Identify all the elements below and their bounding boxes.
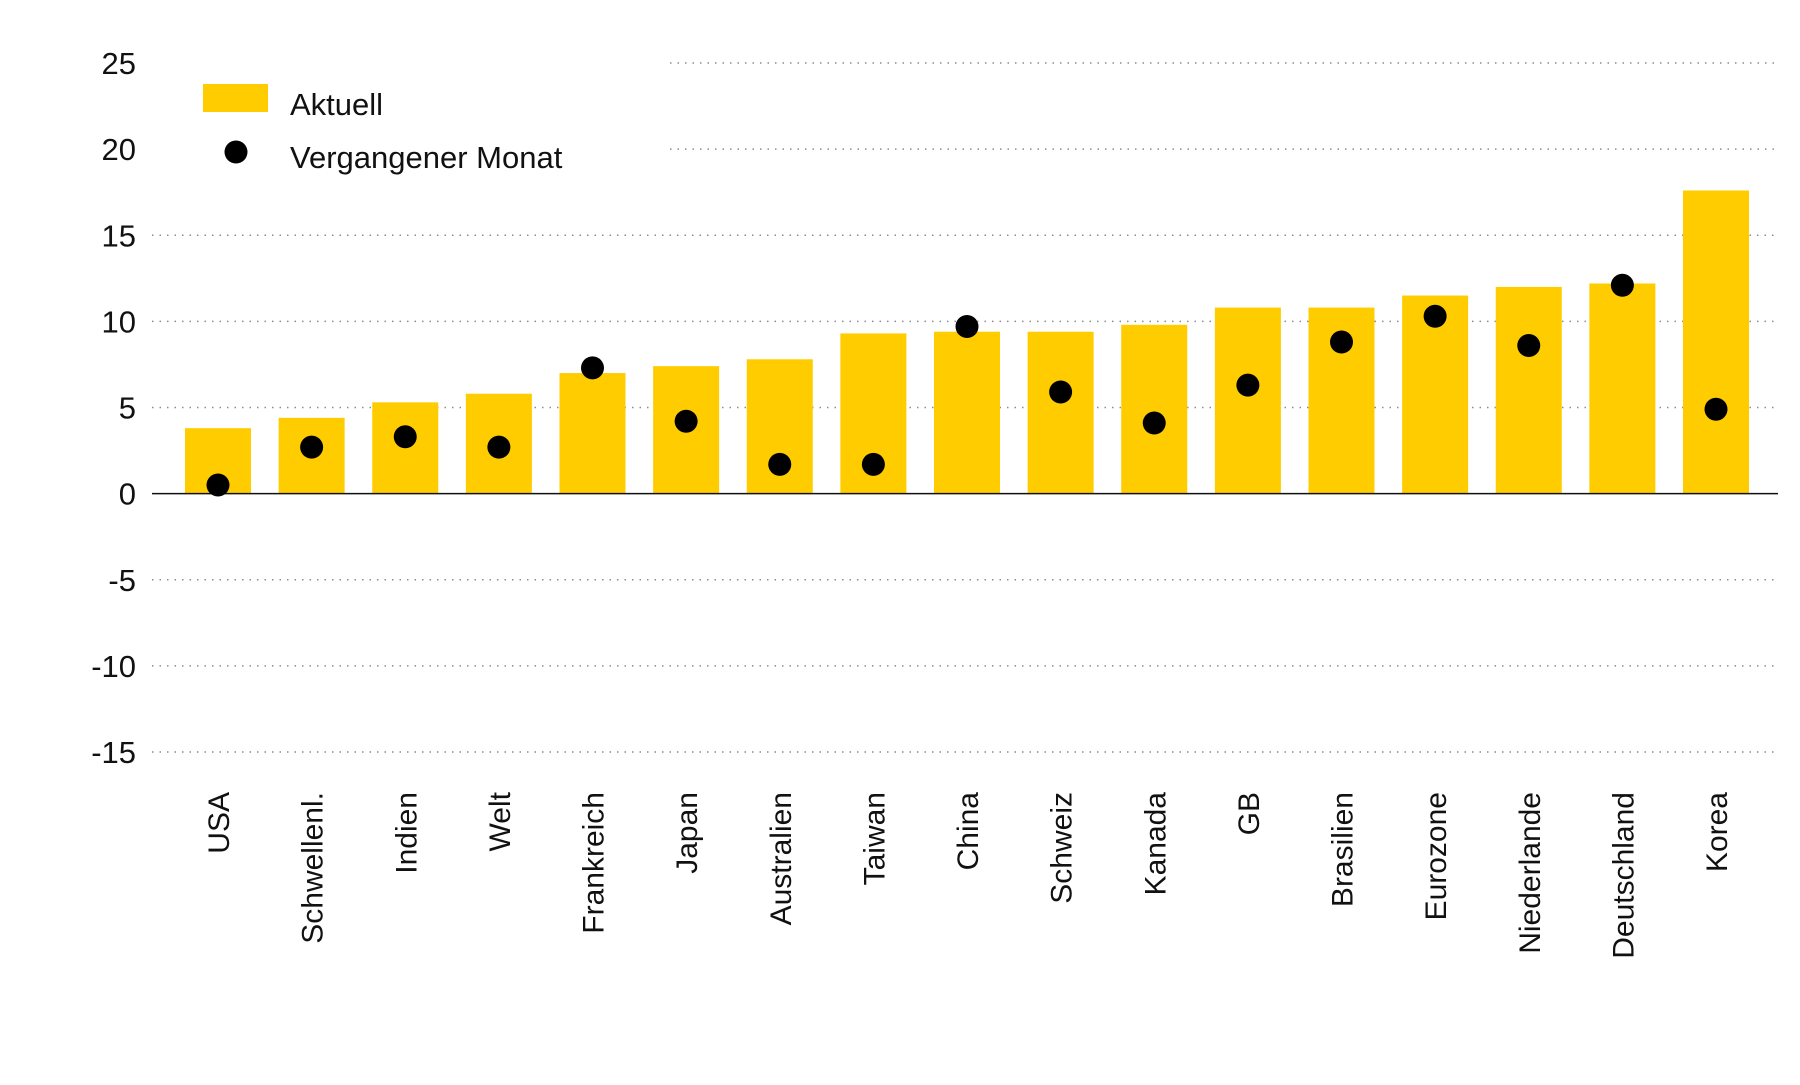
bar-schweiz <box>1027 331 1094 494</box>
bar-eurozone <box>1402 295 1469 494</box>
category-label: China <box>952 792 985 871</box>
dot-korea <box>1704 397 1728 421</box>
dot-japan <box>674 409 698 433</box>
bar-kanada <box>1121 324 1188 494</box>
dot-welt <box>487 435 511 459</box>
legend-swatch-aktuell <box>203 84 268 112</box>
category-label: Schweiz <box>1046 792 1079 904</box>
category-label: Brasilien <box>1327 792 1360 907</box>
bar-niederlande <box>1495 286 1562 494</box>
y-tick-label: 0 <box>119 477 136 512</box>
dot-brasilien <box>1330 330 1353 354</box>
y-tick-label: 10 <box>102 304 136 339</box>
category-label: Frankreich <box>578 792 611 934</box>
dot-schwellenl <box>300 435 324 459</box>
bar-china <box>934 331 1000 494</box>
category-label: Japan <box>671 792 704 874</box>
dot-taiwan <box>861 452 885 476</box>
y-tick-label: -15 <box>91 735 136 770</box>
legend-label-aktuell: Aktuell <box>290 87 383 122</box>
dot-deutschland <box>1610 273 1634 297</box>
category-label: Australien <box>765 792 798 925</box>
category-label: Korea <box>1701 792 1734 872</box>
category-label: USA <box>203 792 236 854</box>
category-label: Eurozone <box>1420 792 1453 920</box>
category-label: GB <box>1233 792 1266 835</box>
dot-china <box>955 315 979 339</box>
dot-niederlande <box>1517 333 1541 357</box>
dot-australien <box>768 452 792 476</box>
bar-gb <box>1214 307 1281 494</box>
category-label: Niederlande <box>1514 792 1547 954</box>
category-label: Welt <box>484 791 517 851</box>
category-label: Taiwan <box>858 792 891 885</box>
y-axis-tick-labels: 25 20 15 10 5 0 -5 -10 -15 <box>91 46 136 770</box>
y-tick-label: -5 <box>108 563 136 598</box>
x-axis-category-labels: USA Schwellenl. Indien Welt Frankreich Japan A… <box>203 791 1734 958</box>
category-label: Deutschland <box>1607 792 1640 959</box>
dot-kanada <box>1142 411 1166 435</box>
y-tick-label: 5 <box>119 391 136 426</box>
legend-swatch-vergangener-monat <box>224 140 248 164</box>
y-tick-label: 25 <box>102 46 136 81</box>
dot-frankreich <box>581 356 604 380</box>
bar-korea <box>1683 190 1749 494</box>
legend: Aktuell Vergangener Monat <box>203 84 563 175</box>
dot-indien <box>393 425 417 449</box>
y-tick-label: -10 <box>91 649 136 684</box>
y-tick-label: 15 <box>102 218 136 253</box>
dot-gb <box>1236 373 1260 397</box>
bar-frankreich <box>559 373 626 494</box>
bars-aktuell <box>185 190 1749 494</box>
dot-schweiz <box>1049 380 1073 404</box>
y-tick-label: 20 <box>102 132 136 167</box>
category-label: Schwellenl. <box>297 792 330 944</box>
legend-label-vergangener-monat: Vergangener Monat <box>290 140 563 175</box>
dot-usa <box>206 473 230 497</box>
category-label: Kanada <box>1139 792 1172 896</box>
dot-eurozone <box>1423 304 1447 328</box>
bar-deutschland <box>1589 283 1656 494</box>
dots-vergangener-monat <box>206 273 1728 497</box>
category-label: Indien <box>390 792 423 874</box>
